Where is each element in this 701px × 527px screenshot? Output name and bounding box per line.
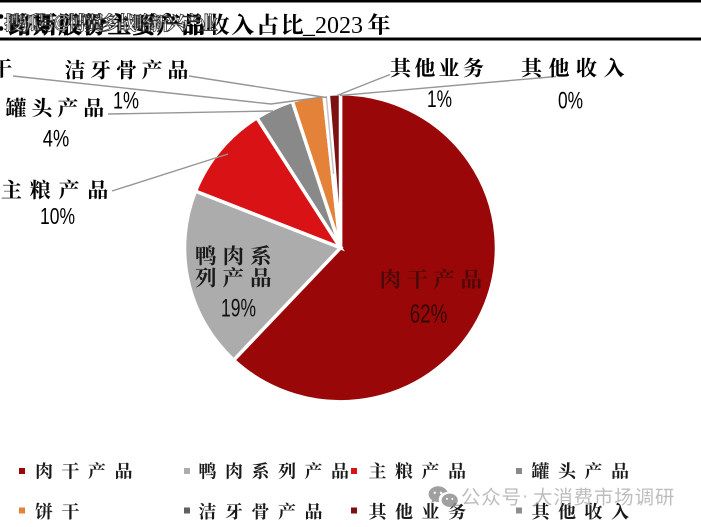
svg-text:0%: 0% — [558, 88, 583, 115]
svg-text:10%: 10% — [40, 203, 75, 229]
svg-text:19%: 19% — [221, 294, 256, 322]
svg-text:·: · — [522, 486, 528, 507]
svg-text:62%: 62% — [410, 299, 448, 329]
svg-text:1%: 1% — [113, 88, 139, 115]
svg-text:4%: 4% — [43, 126, 69, 153]
svg-text:1%: 1% — [427, 86, 452, 113]
svg-text:_2023: _2023 — [302, 13, 363, 39]
svg-text:@: @ — [53, 12, 71, 32]
